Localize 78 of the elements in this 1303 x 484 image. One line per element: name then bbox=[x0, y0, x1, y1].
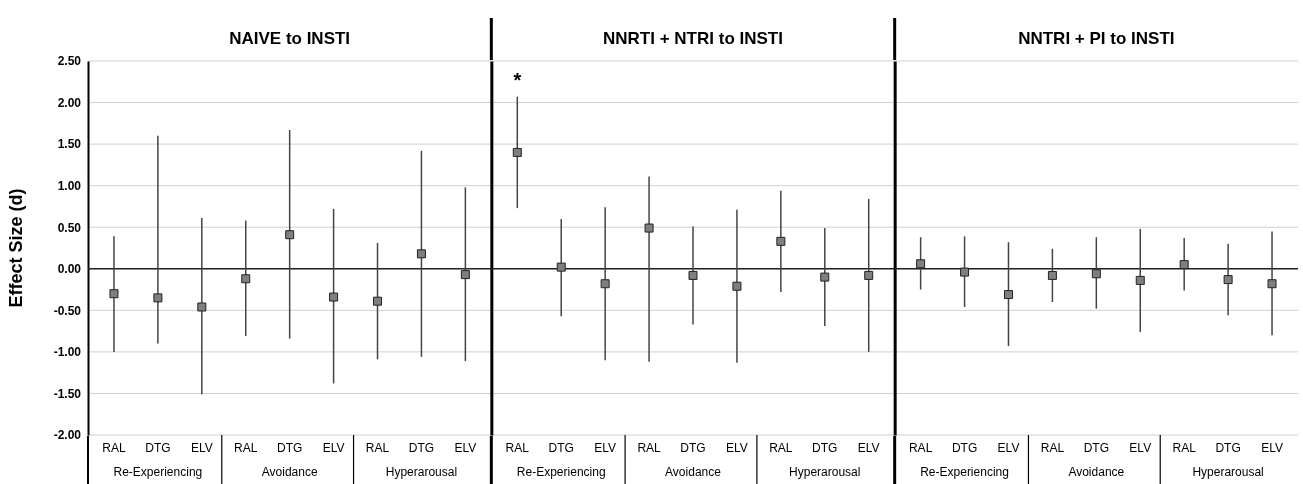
text: Re-Experiencing bbox=[920, 465, 1009, 479]
y-tick-label: 2.50 bbox=[57, 54, 82, 69]
text: Hyperarousal bbox=[1192, 465, 1264, 479]
point bbox=[197, 302, 207, 312]
text: Hyperarousal bbox=[789, 465, 861, 479]
point bbox=[1135, 275, 1145, 285]
point bbox=[600, 279, 610, 289]
x-tick-label: ELV bbox=[726, 441, 748, 456]
y-tick-label: -1.50 bbox=[53, 386, 82, 401]
point bbox=[776, 236, 786, 246]
chart-title: NAIVE to INSTI bbox=[229, 29, 351, 48]
y-tick-label: 0.00 bbox=[57, 262, 82, 277]
annotation: * bbox=[513, 68, 522, 91]
x-tick-label: DTG bbox=[408, 441, 435, 456]
text: Avoidance bbox=[665, 465, 722, 479]
x-tick-label: RAL bbox=[234, 441, 258, 456]
text: Avoidance bbox=[261, 465, 318, 479]
x-tick-label: DTG bbox=[1215, 441, 1241, 456]
y-tick-label: -0.50 bbox=[53, 303, 82, 318]
point bbox=[1091, 269, 1101, 279]
x-tick-label: DTG bbox=[1083, 441, 1110, 456]
point bbox=[285, 230, 295, 240]
x-tick-label: RAL bbox=[1040, 441, 1065, 456]
point bbox=[732, 281, 742, 291]
point bbox=[1047, 270, 1057, 280]
x-tick-label: ELV bbox=[322, 441, 345, 456]
text: Re-Experiencing bbox=[516, 465, 606, 479]
x-tick-label: RAL bbox=[769, 441, 793, 456]
point bbox=[329, 292, 339, 302]
point bbox=[688, 270, 698, 280]
x-tick-label: ELV bbox=[190, 441, 213, 456]
x-tick-label: RAL bbox=[505, 441, 530, 456]
x-tick-label: DTG bbox=[276, 441, 303, 456]
x-tick-label: DTG bbox=[680, 441, 706, 456]
text: Hyperarousal bbox=[385, 465, 458, 479]
point bbox=[241, 274, 251, 284]
x-tick-label: ELV bbox=[1261, 441, 1283, 456]
x-tick-label: DTG bbox=[951, 441, 978, 456]
chart-title: NNTRI + PI to INSTI bbox=[1018, 29, 1175, 48]
x-tick-label: DTG bbox=[548, 441, 574, 456]
x-tick-label: RAL bbox=[1172, 441, 1197, 456]
point bbox=[512, 147, 522, 157]
point bbox=[416, 249, 426, 259]
x-tick-label: ELV bbox=[454, 441, 477, 456]
text: Avoidance bbox=[1068, 465, 1125, 479]
y-tick-label: -1.00 bbox=[53, 345, 82, 360]
point bbox=[1223, 275, 1233, 285]
point bbox=[864, 270, 874, 280]
x-tick-label: ELV bbox=[1129, 441, 1152, 456]
point bbox=[1179, 260, 1189, 270]
y-tick-label: 1.50 bbox=[57, 137, 82, 152]
point bbox=[960, 267, 970, 277]
x-tick-label: RAL bbox=[102, 441, 126, 456]
x-tick-label: ELV bbox=[594, 441, 617, 456]
x-tick-label: RAL bbox=[637, 441, 662, 456]
x-tick-label: ELV bbox=[857, 441, 880, 456]
chart-title: NNRTI + NTRI to INSTI bbox=[603, 29, 783, 48]
point bbox=[644, 223, 654, 233]
x-tick-label: DTG bbox=[145, 441, 171, 456]
y-tick-label: 1.00 bbox=[57, 179, 82, 194]
y-tick-label: -2.00 bbox=[53, 428, 82, 443]
x-tick-label: DTG bbox=[812, 441, 838, 456]
y-tick-label: 2.00 bbox=[57, 95, 82, 110]
point bbox=[460, 270, 470, 280]
y-axis-title: Effect Size (d) bbox=[6, 188, 26, 308]
point bbox=[1267, 279, 1277, 289]
point bbox=[820, 272, 830, 282]
y-tick-label: 0.50 bbox=[57, 220, 82, 235]
point bbox=[153, 293, 163, 303]
point bbox=[109, 289, 119, 299]
point bbox=[1003, 290, 1013, 300]
point bbox=[373, 296, 383, 306]
point bbox=[916, 259, 926, 269]
x-tick-label: RAL bbox=[908, 441, 933, 456]
point bbox=[556, 262, 566, 272]
x-tick-label: RAL bbox=[365, 441, 390, 456]
text: Re-Experiencing bbox=[113, 465, 203, 479]
x-tick-label: ELV bbox=[997, 441, 1020, 456]
